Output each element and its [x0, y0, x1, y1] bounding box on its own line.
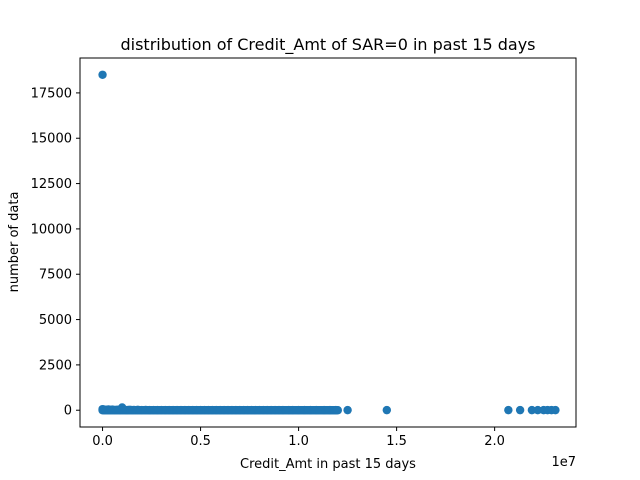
data-point: [533, 405, 542, 415]
data-point: [382, 405, 392, 415]
data-point: [98, 70, 107, 79]
data-point: [551, 405, 560, 415]
x-tick-label: 0.0: [92, 434, 113, 449]
data-point: [343, 405, 352, 415]
data-point: [527, 405, 537, 415]
y-axis-label: number of data: [7, 192, 22, 293]
y-tick-label: 0: [64, 404, 72, 419]
x-axis: 0.0 0.5 1.0 1.5 2.0: [92, 427, 505, 449]
data-point: [504, 405, 513, 415]
data-point: [333, 406, 343, 415]
data-point: [515, 405, 525, 415]
y-tick-label: 12500: [31, 177, 72, 192]
x-axis-label: Credit_Amt in past 15 days: [240, 457, 416, 472]
plot-frame: [79, 57, 577, 428]
x-tick-label: 0.5: [190, 434, 211, 449]
y-tick-label: 17500: [31, 86, 72, 101]
x-axis-offset-label: 1e7: [551, 455, 576, 470]
y-tick-label: 2500: [39, 358, 72, 373]
y-tick-label: 5000: [39, 313, 72, 328]
y-tick-label: 15000: [31, 132, 72, 147]
y-tick-label: 7500: [39, 268, 72, 283]
chart-title: distribution of Credit_Amt of SAR=0 in p…: [120, 35, 535, 55]
x-tick-label: 2.0: [484, 434, 505, 449]
y-axis: 0 2500 5000 7500 10000 12500 15000 17500: [31, 86, 80, 419]
y-tick-label: 10000: [31, 222, 72, 237]
x-tick-label: 1.5: [386, 434, 407, 449]
data-markers: [98, 70, 560, 415]
x-tick-label: 1.0: [288, 434, 309, 449]
